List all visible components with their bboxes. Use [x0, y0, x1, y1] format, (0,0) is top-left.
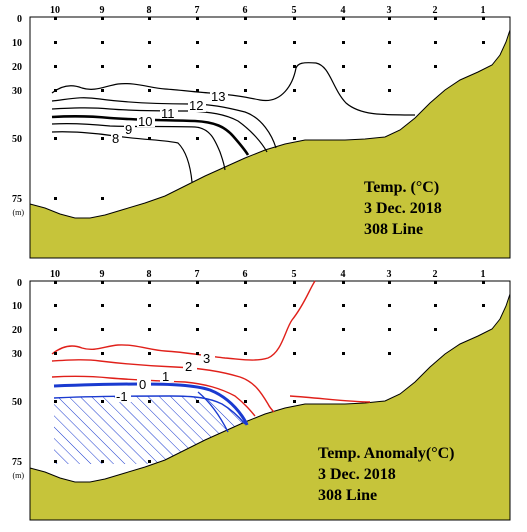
contour-label-8: 8	[112, 131, 119, 146]
contour-0-inner	[197, 391, 229, 433]
station-label-8: 8	[147, 5, 152, 16]
station-label-7: 7	[195, 269, 200, 280]
contour-label-minus-1: -1	[116, 389, 128, 404]
station-label-1: 1	[481, 269, 486, 280]
depth-label-50: 50	[12, 397, 22, 408]
contour-label-13: 13	[211, 89, 225, 104]
anomaly-frame	[29, 280, 511, 521]
contour-1	[51, 375, 256, 417]
contour-8	[51, 131, 193, 183]
positive-anomaly-contours	[51, 280, 371, 417]
contour-outer	[289, 395, 371, 403]
contour-label-12: 12	[189, 98, 203, 113]
contour-11	[51, 107, 268, 153]
depth-label-0: 0	[17, 14, 22, 25]
station-label-7: 7	[195, 5, 200, 16]
station-label-4: 4	[341, 5, 346, 16]
contour-10	[51, 115, 250, 156]
temperature-panel: 13 12 11 10 9 8	[12, 5, 511, 259]
contour-label-1: 1	[162, 369, 169, 384]
station-label-9: 9	[100, 269, 105, 280]
anomaly-depth-labels: 0 10 20 30 50 75 (m)	[12, 278, 24, 480]
depth-label-10: 10	[12, 301, 22, 312]
temperature-caption: Temp. (°C) 3 Dec. 2018 308 Line	[364, 179, 442, 238]
caption-line: 308 Line	[318, 487, 377, 504]
anomaly-caption: Temp. Anomaly(°C) 3 Dec. 2018 308 Line	[318, 445, 454, 504]
temperature-depth-labels: 0 10 20 30 50 75 (m)	[12, 14, 24, 217]
caption-title: Temp. Anomaly(°C)	[318, 445, 454, 462]
depth-label-20: 20	[12, 325, 22, 336]
depth-unit-label: (m)	[12, 208, 24, 217]
contour-0	[53, 382, 249, 426]
caption-date: 3 Dec. 2018	[364, 200, 442, 217]
station-label-8: 8	[147, 269, 152, 280]
negative-anomaly-contours	[53, 382, 249, 433]
contour-label-0: 0	[139, 377, 146, 392]
depth-label-50: 50	[12, 134, 22, 145]
caption-date: 3 Dec. 2018	[318, 466, 396, 483]
temperature-station-labels: 10 9 8 7 6 5 4 3 2 1	[50, 5, 486, 16]
station-label-6: 6	[243, 5, 248, 16]
station-label-5: 5	[292, 269, 297, 280]
contour-label-9: 9	[125, 122, 132, 137]
seabed-terrain	[29, 29, 511, 259]
contour-9	[51, 123, 226, 171]
depth-unit-label: (m)	[12, 471, 24, 480]
caption-line: 308 Line	[364, 221, 423, 238]
contour-13	[51, 62, 416, 116]
contour-2	[51, 359, 275, 413]
temperature-station-dots	[54, 17, 485, 200]
station-label-1: 1	[481, 5, 486, 16]
station-label-3: 3	[387, 269, 392, 280]
contour-minus-1	[53, 395, 246, 425]
station-label-2: 2	[433, 269, 438, 280]
depth-label-75: 75	[12, 194, 22, 205]
temperature-frame	[29, 16, 511, 259]
station-label-4: 4	[341, 269, 346, 280]
contour-label-3: 3	[203, 351, 210, 366]
depth-label-0: 0	[17, 278, 22, 289]
station-label-10: 10	[50, 269, 60, 280]
station-label-3: 3	[387, 5, 392, 16]
anomaly-station-dots	[54, 281, 485, 463]
depth-label-30: 30	[12, 349, 22, 360]
station-label-10: 10	[50, 5, 60, 16]
contour-3	[51, 280, 316, 361]
depth-label-10: 10	[12, 38, 22, 49]
station-label-2: 2	[433, 5, 438, 16]
contour-label-2: 2	[185, 359, 192, 374]
depth-label-30: 30	[12, 86, 22, 97]
temperature-contour-labels: 13 12 11 10 9 8	[111, 89, 228, 146]
caption-title: Temp. (°C)	[364, 179, 439, 196]
anomaly-contour-labels: 3 2 1 0 -1	[115, 351, 215, 404]
station-label-6: 6	[243, 269, 248, 280]
anomaly-seabed-terrain	[29, 293, 511, 521]
anomaly-station-labels: 10 9 8 7 6 5 4 3 2 1	[50, 269, 486, 280]
depth-label-75: 75	[12, 457, 22, 468]
station-label-5: 5	[292, 5, 297, 16]
temperature-contours	[51, 62, 416, 183]
contour-label-10: 10	[138, 114, 152, 129]
contour-label-11: 11	[161, 106, 175, 121]
depth-label-20: 20	[12, 62, 22, 73]
anomaly-panel: 3 2 1 0 -1 10 9	[12, 269, 511, 521]
station-label-9: 9	[100, 5, 105, 16]
